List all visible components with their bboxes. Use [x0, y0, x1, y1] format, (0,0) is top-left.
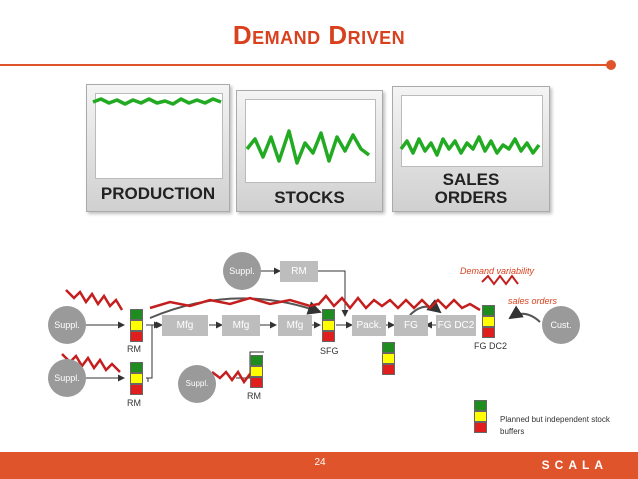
mfg-node-1: Mfg [162, 315, 208, 336]
fg-dc2-label: FG DC2 [474, 341, 508, 351]
rm-label-1: RM [127, 344, 141, 354]
buffer-fg-dc1 [382, 342, 395, 375]
flow-diagram [61, 267, 541, 385]
supplier-node-left: Suppl. [48, 306, 86, 344]
pack-node: Pack. [352, 315, 386, 336]
buffer-sfg [322, 309, 335, 342]
stocks-panel: STOCKS [236, 90, 383, 212]
production-wave [92, 97, 222, 106]
footer-bar [0, 452, 638, 479]
buffer-fg-dc2 [482, 305, 495, 338]
page-number: 24 [314, 457, 326, 468]
buffer-rm-2 [130, 362, 143, 395]
rm-label-3: RM [247, 391, 261, 401]
stocks-wave [245, 129, 371, 165]
sfg-label: SFG [320, 346, 339, 356]
sales-orders-label-line2: ORDERS [434, 188, 508, 207]
customer-node: Cust. [542, 306, 580, 344]
legend-buffer [474, 400, 487, 433]
title-rule-dot [606, 60, 616, 70]
mfg-node-3: Mfg [278, 315, 312, 336]
brand-logo: SCALA [541, 458, 608, 472]
production-label: PRODUCTION [100, 184, 216, 203]
legend-line1: Planned but independent stock [500, 415, 610, 424]
supplier-node-top: Suppl. [223, 252, 261, 290]
legend-text: Planned but independent stock buffers [500, 414, 620, 438]
demand-variability-label: Demand variability [460, 266, 535, 276]
sales-orders-label-line1: SALES [442, 170, 500, 189]
page-title: Demand Driven [232, 20, 406, 50]
fg-dc1-node: FG DC1 [394, 315, 428, 352]
production-panel: PRODUCTION [86, 84, 230, 212]
title-rule [0, 64, 612, 66]
legend-line2: buffers [500, 427, 525, 436]
stocks-label: STOCKS [274, 188, 345, 207]
buffer-rm-3 [250, 355, 263, 388]
mfg-node-2: Mfg [222, 315, 260, 336]
rm-node-top: RM [280, 261, 318, 282]
supplier-node-bottom: Suppl. [48, 359, 86, 397]
buffer-rm-1 [130, 309, 143, 342]
fg-dc2-node: FG DC2 [436, 315, 476, 336]
sales-orders-panel: SALES ORDERS [392, 86, 550, 212]
sales-orders-label: sales orders [508, 296, 558, 306]
sales-orders-wave [399, 135, 541, 157]
rm-label-2: RM [127, 398, 141, 408]
supplier-node-mid: Suppl. [178, 365, 216, 403]
